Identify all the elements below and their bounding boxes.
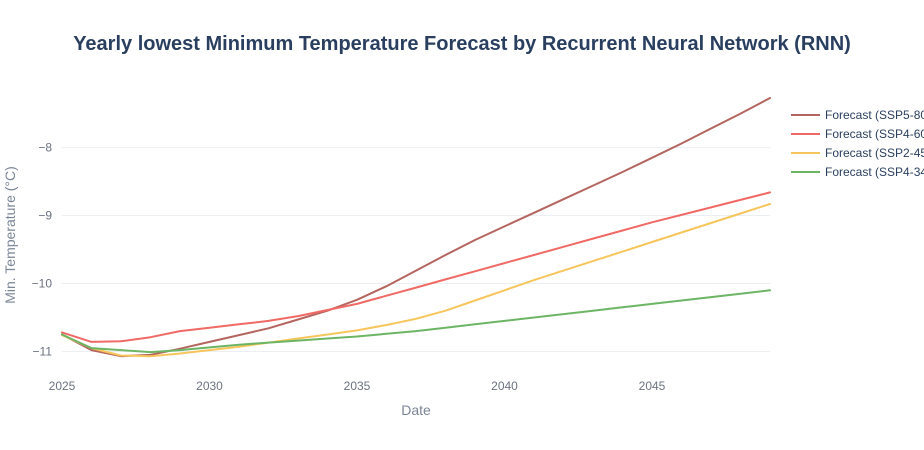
legend-item-1[interactable]: Forecast (SSP4-60: [791, 127, 924, 141]
x-tick-label: 2040: [491, 379, 518, 393]
legend-item-2[interactable]: Forecast (SSP2-45: [791, 146, 924, 160]
legend-item-0[interactable]: Forecast (SSP5-80: [791, 108, 924, 122]
y-tick-label: −9: [38, 209, 52, 223]
legend-label: Forecast (SSP4-34: [825, 165, 924, 179]
legend-label: Forecast (SSP4-60: [825, 127, 924, 141]
legend-item-3[interactable]: Forecast (SSP4-34: [791, 165, 924, 179]
y-tick-label: −8: [38, 141, 52, 155]
series-layer: [61, 97, 771, 358]
y-axis: −8 −9 −10 −11: [32, 141, 53, 359]
y-tick-label: −11: [33, 344, 53, 358]
x-tick-label: 2025: [49, 379, 76, 393]
series-line-2[interactable]: [61, 203, 771, 358]
grid-layer: [62, 147, 770, 352]
x-axis: 2025 2030 2035 2040 2045: [49, 379, 666, 393]
y-tick-label: −10: [32, 276, 53, 290]
y-axis-title: Min. Temperature (°C): [2, 166, 18, 304]
x-tick-label: 2035: [344, 379, 371, 393]
x-tick-label: 2045: [639, 379, 666, 393]
legend-label: Forecast (SSP2-45: [825, 146, 924, 160]
series-line-0[interactable]: [61, 97, 771, 358]
legend[interactable]: Forecast (SSP5-80 Forecast (SSP4-60 Foreca…: [791, 108, 924, 179]
x-axis-title: Date: [401, 402, 431, 418]
x-tick-label: 2030: [196, 379, 223, 393]
series-line-1[interactable]: [61, 191, 771, 343]
chart-title: Yearly lowest Minimum Temperature Foreca…: [73, 33, 851, 55]
legend-label: Forecast (SSP5-80: [825, 108, 924, 122]
series-line-3[interactable]: [61, 289, 771, 354]
